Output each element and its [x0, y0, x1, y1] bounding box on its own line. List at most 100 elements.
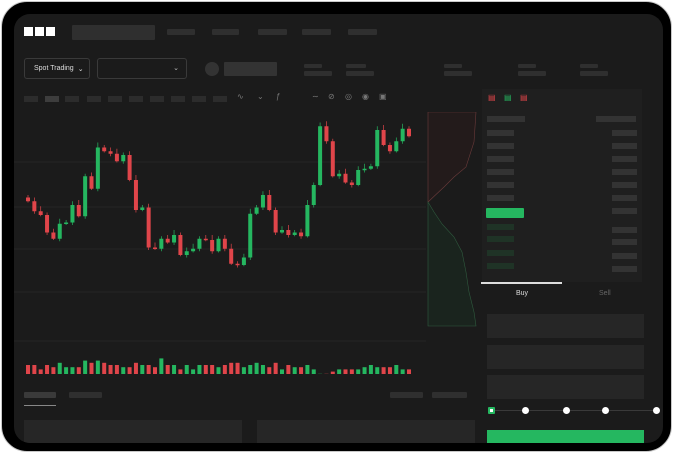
candle	[83, 176, 88, 217]
camera-icon[interactable]: ◉	[362, 92, 369, 101]
tab-history[interactable]	[69, 392, 102, 398]
chart-type-icon[interactable]: ⌄	[257, 92, 264, 101]
candle	[64, 222, 69, 224]
candle	[38, 211, 43, 215]
ask-size	[612, 208, 637, 214]
nav-item[interactable]	[302, 29, 331, 35]
nav-item[interactable]	[212, 29, 239, 35]
slider-step[interactable]	[653, 407, 660, 414]
volume-bar	[114, 365, 119, 374]
ask-price	[487, 169, 514, 175]
bid-size	[612, 266, 637, 272]
timeframe-button[interactable]	[24, 96, 38, 102]
volume-bar	[299, 367, 304, 374]
volume-bar	[64, 367, 69, 374]
nav-item[interactable]	[348, 29, 377, 35]
volume-bar	[394, 365, 399, 374]
depth-bids	[427, 200, 477, 327]
bid-size	[612, 253, 637, 259]
volume-bar	[165, 365, 170, 374]
timeframe-button[interactable]	[87, 96, 101, 102]
tab-open-orders[interactable]	[24, 392, 56, 398]
candle	[95, 147, 100, 189]
amount-input[interactable]	[487, 345, 644, 369]
orderbook-bids-icon[interactable]: ▤	[504, 93, 512, 102]
candle	[184, 251, 189, 255]
timeframe-button[interactable]	[213, 96, 227, 102]
search-placeholder[interactable]	[72, 25, 155, 40]
buy-tab-indicator	[481, 282, 562, 284]
candle	[368, 166, 373, 169]
filter-button[interactable]	[390, 392, 423, 398]
volume-bar	[267, 367, 272, 374]
market-type-dropdown[interactable]: Spot Trading ⌄	[24, 58, 90, 79]
assets-panel	[257, 420, 475, 443]
nav-item[interactable]	[258, 29, 287, 35]
timeframe-button[interactable]	[129, 96, 143, 102]
bid-size	[612, 239, 637, 245]
ask-size	[612, 130, 637, 136]
slider-step[interactable]	[563, 407, 570, 414]
tab-buy[interactable]: Buy	[516, 290, 529, 297]
timeframe-button[interactable]	[108, 96, 122, 102]
filter-button[interactable]	[432, 392, 467, 398]
candle	[273, 210, 278, 233]
timeframe-button[interactable]	[150, 96, 164, 102]
candle	[140, 207, 145, 210]
slider-step[interactable]	[522, 407, 529, 414]
candle	[70, 205, 75, 223]
stat-value	[580, 71, 608, 76]
candle	[57, 223, 62, 239]
buy-button[interactable]	[487, 430, 644, 443]
candle	[400, 128, 405, 142]
timeframe-button[interactable]	[171, 96, 185, 102]
line-tool-icon[interactable]: ∼	[312, 92, 319, 101]
timeframe-button[interactable]	[65, 96, 79, 102]
tab-sell[interactable]: Sell	[599, 290, 611, 297]
draw-icon[interactable]: ⊘	[328, 92, 335, 101]
timeframe-button[interactable]	[192, 96, 206, 102]
candle	[381, 130, 386, 145]
candle	[153, 247, 157, 249]
stat-value	[346, 71, 374, 76]
candle	[375, 130, 380, 167]
candle	[311, 185, 316, 205]
fullscreen-icon[interactable]: ▣	[379, 92, 387, 101]
total-input[interactable]	[487, 375, 644, 399]
volume-bar	[51, 367, 56, 374]
candle	[172, 235, 177, 243]
volume-bar	[216, 367, 221, 374]
volume-bar	[102, 362, 107, 374]
price-input[interactable]	[487, 314, 644, 338]
candle	[254, 207, 259, 214]
volume-bar	[222, 365, 227, 374]
candle	[51, 232, 56, 239]
volume-bar	[83, 360, 88, 374]
ask-price	[487, 156, 514, 162]
last-price	[486, 208, 524, 218]
candle	[146, 207, 151, 248]
volume-bar	[292, 367, 297, 374]
bid-price	[487, 236, 514, 242]
stat-value	[304, 71, 332, 76]
stat-value	[518, 71, 546, 76]
fx-icon[interactable]: ƒ	[276, 92, 281, 101]
candle	[45, 215, 50, 233]
candle	[305, 205, 310, 237]
pair-dropdown[interactable]: ⌄	[97, 58, 187, 79]
orderbook-both-icon[interactable]: ▤	[488, 93, 496, 102]
candlestick-chart[interactable]	[14, 112, 479, 374]
indicator-icon[interactable]: ∿	[237, 92, 244, 101]
okx-logo	[24, 27, 55, 36]
slider-handle[interactable]	[488, 407, 495, 414]
leverage-slider[interactable]	[492, 410, 658, 411]
orderbook-asks-icon[interactable]: ▤	[520, 93, 528, 102]
settings-icon[interactable]: ◎	[345, 92, 352, 101]
timeframe-button[interactable]	[45, 96, 59, 102]
ask-price	[487, 130, 514, 136]
volume-bar	[89, 362, 94, 374]
nav-item[interactable]	[167, 29, 195, 35]
slider-step[interactable]	[602, 407, 609, 414]
ask-price	[487, 182, 514, 188]
candle	[178, 235, 183, 255]
